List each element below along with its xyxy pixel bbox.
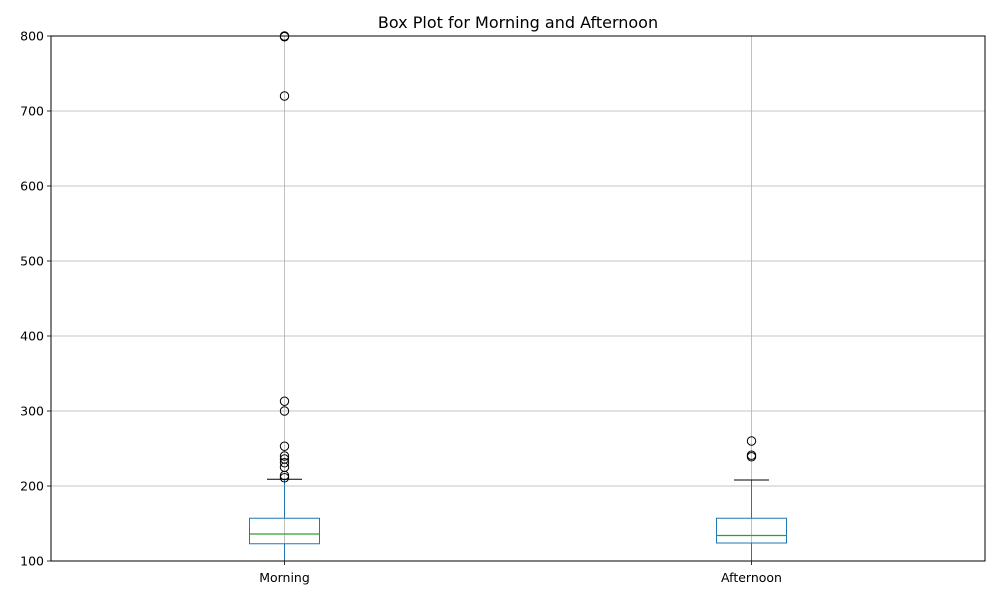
outlier-point-morning xyxy=(279,451,290,461)
outlier-point-morning xyxy=(279,91,290,101)
grid-lines xyxy=(51,35,985,562)
outlier-point-afternoon xyxy=(746,436,757,446)
x-axis: Morning Afternoon xyxy=(259,561,782,585)
y-tick-label: 600 xyxy=(20,179,44,194)
outlier-point-morning xyxy=(279,454,290,464)
y-tick-label: 100 xyxy=(20,554,44,569)
y-tick-label: 800 xyxy=(20,29,44,44)
plot-area-frame xyxy=(50,35,986,562)
outlier-point-morning xyxy=(279,458,290,468)
y-tick-label: 300 xyxy=(20,404,44,419)
outlier-point-morning xyxy=(279,396,290,406)
y-tick-label: 400 xyxy=(20,329,44,344)
chart-title: Box Plot for Morning and Afternoon xyxy=(378,13,658,32)
iqr-box-afternoon xyxy=(716,517,787,544)
y-axis: 100 200 300 400 500 600 700 800 xyxy=(20,29,51,569)
outlier-point-morning xyxy=(279,406,290,416)
box-group-afternoon xyxy=(716,436,787,562)
outlier-point-afternoon xyxy=(746,450,757,460)
x-tick-label-morning: Morning xyxy=(259,570,310,585)
y-tick-label: 200 xyxy=(20,479,44,494)
outlier-point-morning xyxy=(279,473,290,483)
iqr-box-morning xyxy=(249,517,320,545)
x-tick-label-afternoon: Afternoon xyxy=(721,570,782,585)
y-tick-label: 500 xyxy=(20,254,44,269)
outlier-point-morning xyxy=(279,441,290,451)
y-tick-label: 700 xyxy=(20,104,44,119)
